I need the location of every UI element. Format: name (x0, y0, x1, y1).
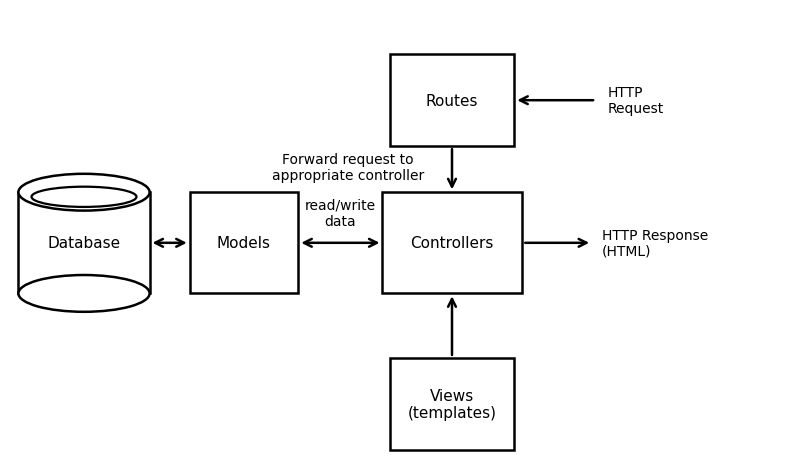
Bar (390, 358, 514, 450)
Text: HTTP
Request: HTTP Request (608, 86, 664, 116)
Ellipse shape (31, 187, 137, 207)
Text: Models: Models (217, 236, 271, 251)
Text: Database: Database (47, 236, 121, 251)
Bar (390, 55, 514, 147)
Text: Routes: Routes (426, 94, 478, 108)
Text: Forward request to
appropriate controller: Forward request to appropriate controlle… (272, 152, 424, 183)
Text: Controllers: Controllers (410, 236, 494, 251)
Ellipse shape (18, 275, 150, 312)
Text: HTTP Response
(HTML): HTTP Response (HTML) (602, 228, 708, 258)
Text: read/write
data: read/write data (305, 198, 375, 229)
Text: Views
(templates): Views (templates) (407, 388, 497, 420)
Bar (382, 193, 522, 294)
Bar (190, 193, 298, 294)
Ellipse shape (18, 174, 150, 211)
